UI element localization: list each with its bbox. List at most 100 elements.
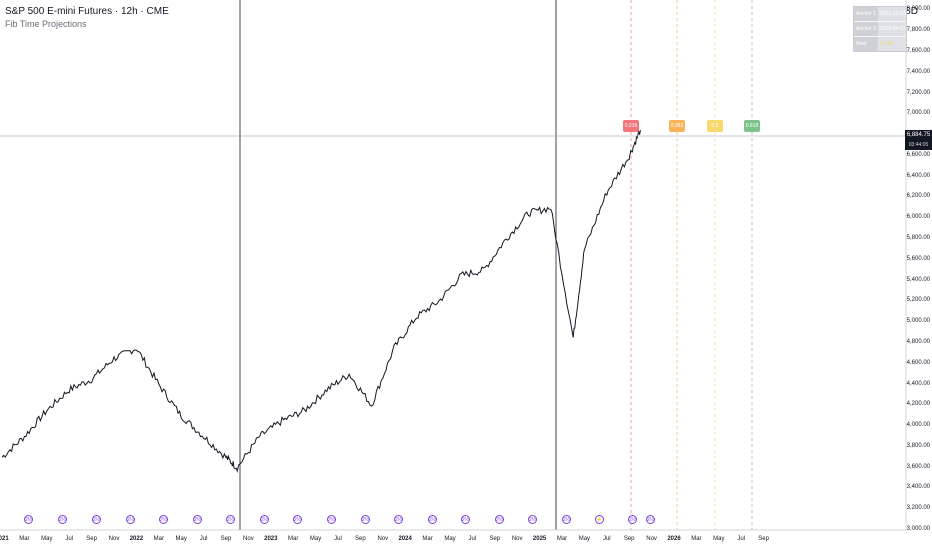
fib-label-0618[interactable]: 0.618 bbox=[744, 120, 760, 132]
fib-label-05[interactable]: 0.5 bbox=[707, 120, 723, 132]
y-axis-tick: 3,600.00 bbox=[906, 463, 930, 470]
earnings-event-icon[interactable]: 2½ bbox=[461, 515, 470, 524]
indicator-name[interactable]: Fib Time Projections bbox=[5, 19, 87, 29]
y-axis-tick: 3,200.00 bbox=[906, 505, 930, 512]
info-row-label: Anchor 1 bbox=[854, 7, 878, 21]
x-axis-tick: Jul bbox=[602, 536, 611, 542]
x-axis-tick: May bbox=[41, 536, 53, 542]
earnings-event-icon[interactable]: 2½ bbox=[528, 515, 537, 524]
earnings-event-icon[interactable]: 2½ bbox=[193, 515, 202, 524]
x-axis-tick: Nov bbox=[646, 536, 657, 542]
x-axis-tick: 2026 bbox=[667, 536, 681, 542]
x-axis-tick: Jul bbox=[65, 536, 74, 542]
earnings-event-icon[interactable]: 2½ bbox=[92, 515, 101, 524]
x-axis-tick: Nov bbox=[377, 536, 389, 542]
x-axis-tick: Mar bbox=[422, 536, 433, 542]
earnings-event-icon[interactable]: 2½ bbox=[628, 515, 637, 524]
earnings-event-icon[interactable]: 2½ bbox=[293, 515, 302, 524]
y-axis-tick: 8,000.00 bbox=[906, 6, 930, 13]
currency-label[interactable]: USD bbox=[896, 6, 918, 17]
x-axis-tick: Nov bbox=[511, 536, 523, 542]
earnings-event-icon[interactable]: 2½ bbox=[24, 515, 33, 524]
earnings-event-icon[interactable]: 2½ bbox=[226, 515, 235, 524]
x-axis-tick: Sep bbox=[623, 536, 635, 542]
x-axis-tick: May bbox=[309, 536, 322, 542]
x-axis-tick: Mar bbox=[19, 536, 30, 542]
x-axis-tick: Nov bbox=[243, 536, 254, 542]
info-row: Next 0.618 bbox=[854, 37, 906, 51]
earnings-event-icon[interactable]: 2½ bbox=[428, 515, 437, 524]
x-axis-tick: 2024 bbox=[398, 536, 412, 542]
y-axis-tick: 6,400.00 bbox=[906, 172, 930, 179]
y-axis-tick: 5,800.00 bbox=[906, 235, 930, 242]
y-axis-tick: 7,800.00 bbox=[906, 27, 930, 34]
last-price-label: 6,884.75 bbox=[905, 130, 932, 141]
y-axis-tick: 3,800.00 bbox=[906, 442, 930, 449]
y-axis-tick: 4,400.00 bbox=[906, 380, 930, 387]
earnings-event-icon[interactable]: 2½ bbox=[646, 515, 655, 524]
y-axis-tick: 7,000.00 bbox=[906, 110, 930, 117]
fib-label-0236[interactable]: 0.236 bbox=[623, 120, 639, 132]
earnings-event-icon[interactable]: 2½ bbox=[394, 515, 403, 524]
x-axis-tick: Nov bbox=[108, 536, 120, 542]
x-axis-tick: May bbox=[713, 536, 725, 542]
y-axis-tick: 4,600.00 bbox=[906, 359, 930, 366]
earnings-event-icon[interactable]: 2½ bbox=[159, 515, 168, 524]
x-axis-tick: 2021 bbox=[0, 536, 9, 542]
y-axis-tick: 7,600.00 bbox=[906, 47, 930, 54]
info-table: Anchor 1 2022-10-13 Anchor 2 2025-04-07 … bbox=[853, 6, 907, 52]
earnings-event-icon[interactable]: 2½ bbox=[562, 515, 571, 524]
x-axis-tick: Jul bbox=[468, 536, 477, 542]
earnings-event-icon[interactable]: 2½ bbox=[126, 515, 135, 524]
x-axis-tick: May bbox=[444, 536, 456, 542]
x-axis-tick: Sep bbox=[758, 536, 769, 542]
y-axis-tick: 7,400.00 bbox=[906, 68, 930, 75]
y-axis-tick: 5,600.00 bbox=[906, 255, 930, 262]
info-row-value: 2025-04-07 bbox=[878, 22, 906, 36]
info-row: Anchor 2 2025-04-07 bbox=[854, 22, 906, 37]
x-axis-tick: Jul bbox=[334, 536, 342, 542]
y-axis-tick: 7,200.00 bbox=[906, 89, 930, 96]
x-axis-tick: Sep bbox=[220, 536, 232, 542]
y-axis-tick: 4,000.00 bbox=[906, 422, 930, 429]
earnings-event-icon[interactable]: 2½ bbox=[361, 515, 370, 524]
earnings-event-icon[interactable]: 2½ bbox=[260, 515, 269, 524]
x-axis-tick: Sep bbox=[355, 536, 366, 542]
x-axis-tick: Jul bbox=[199, 536, 208, 542]
split-event-icon[interactable]: ⚡ bbox=[595, 515, 604, 524]
y-axis-tick: 3,400.00 bbox=[906, 484, 930, 491]
fib-label-0382[interactable]: 0.382 bbox=[669, 120, 685, 132]
info-row-label: Next bbox=[854, 37, 878, 51]
earnings-event-icon[interactable]: 2½ bbox=[327, 515, 336, 524]
x-axis-tick: Sep bbox=[489, 536, 501, 542]
y-axis-tick: 3,000.00 bbox=[906, 526, 930, 532]
x-axis-tick: 2025 bbox=[532, 536, 547, 542]
earnings-event-icon[interactable]: 2½ bbox=[58, 515, 67, 524]
y-axis-tick: 5,200.00 bbox=[906, 297, 930, 304]
x-axis-tick: Mar bbox=[556, 536, 568, 542]
time-axis[interactable]: 2021 Mar May Jul Sep Nov 2022 Mar May Jul Sep Nov 20… bbox=[0, 530, 906, 550]
y-axis-tick: 4,800.00 bbox=[906, 338, 930, 345]
x-axis-tick: Mar bbox=[153, 536, 164, 542]
info-row-value: 0.618 bbox=[878, 37, 906, 51]
x-axis-tick: 2023 bbox=[264, 536, 278, 542]
earnings-event-icon[interactable]: 2½ bbox=[495, 515, 504, 524]
y-axis-tick: 6,600.00 bbox=[906, 151, 930, 158]
y-axis-tick: 6,200.00 bbox=[906, 193, 930, 200]
x-axis-tick: Mar bbox=[691, 536, 702, 542]
x-axis-tick: May bbox=[175, 536, 187, 542]
bar-countdown: 03:44:05 bbox=[905, 141, 932, 150]
x-axis-tick: May bbox=[578, 536, 591, 542]
price-axis[interactable]: 8,000.00 7,800.00 7,600.00 7,400.00 7,200.00… bbox=[906, 0, 932, 532]
info-row-label: Anchor 2 bbox=[854, 22, 878, 36]
symbol-title[interactable]: S&P 500 E-mini Futures · 12h · CME bbox=[5, 6, 169, 17]
info-row-value: 2022-10-13 bbox=[878, 7, 906, 21]
x-axis-tick: 2022 bbox=[129, 536, 144, 542]
x-axis-tick: Sep bbox=[86, 536, 97, 542]
y-axis-tick: 6,000.00 bbox=[906, 214, 930, 221]
info-row: Anchor 1 2022-10-13 bbox=[854, 7, 906, 22]
x-axis-tick: Mar bbox=[288, 536, 299, 542]
y-axis-tick: 5,400.00 bbox=[906, 276, 930, 283]
y-axis-tick: 5,000.00 bbox=[906, 318, 930, 325]
